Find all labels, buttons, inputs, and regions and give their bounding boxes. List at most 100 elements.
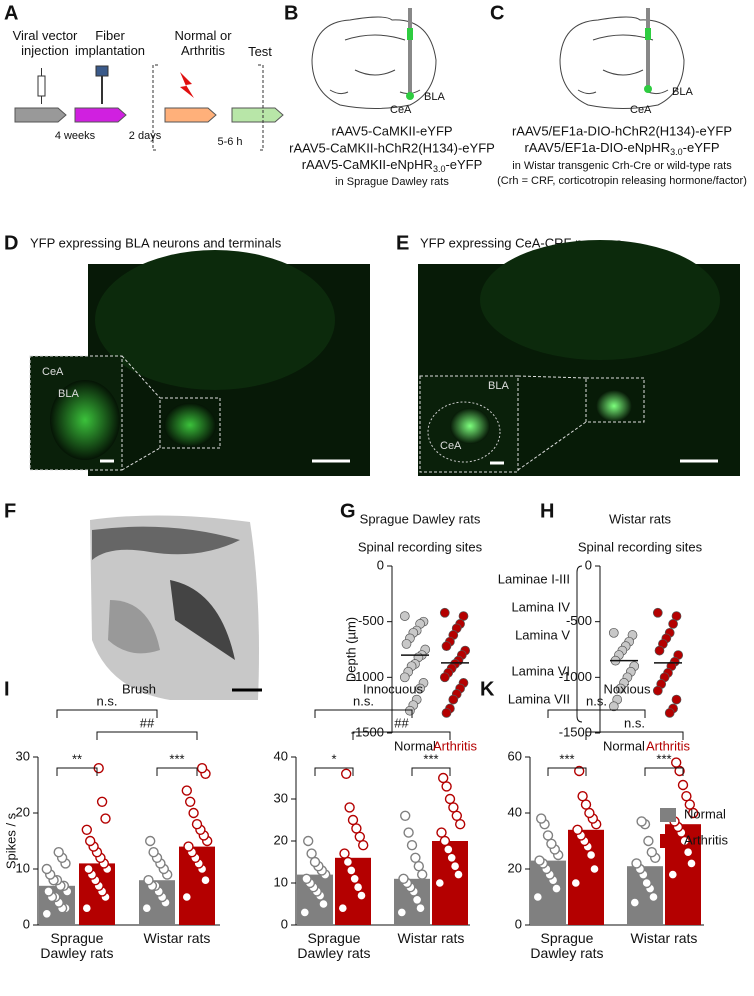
data-point bbox=[671, 757, 682, 768]
lamina-label: Lamina IV bbox=[511, 599, 570, 614]
region-label: CeA bbox=[42, 366, 64, 378]
chart-subtitle: Spinal recording sites bbox=[358, 539, 483, 554]
y-tick-label: 30 bbox=[16, 748, 30, 763]
brain-schematic bbox=[559, 8, 685, 109]
brain-schematic bbox=[311, 8, 437, 109]
y-tick-label: 40 bbox=[508, 804, 522, 819]
data-point bbox=[349, 873, 360, 884]
region-label: CeA bbox=[630, 104, 652, 116]
inset bbox=[50, 380, 120, 460]
data-point bbox=[585, 849, 597, 861]
data-point bbox=[636, 816, 647, 827]
lamina-bracket bbox=[576, 565, 583, 723]
significance-label: *** bbox=[656, 751, 671, 766]
data-point bbox=[411, 894, 423, 905]
data-point bbox=[441, 708, 452, 718]
data-point bbox=[399, 611, 410, 621]
data-point bbox=[148, 847, 159, 858]
data-point bbox=[181, 891, 193, 903]
zoom-box bbox=[585, 377, 645, 423]
chart-title: Sprague Dawley rats bbox=[360, 511, 481, 526]
data-point bbox=[643, 835, 654, 847]
data-point bbox=[668, 619, 678, 629]
data-point bbox=[413, 861, 424, 872]
construct: rAAV5-CaMKII-hChR2(H134)-eYFP bbox=[289, 140, 495, 155]
significance-bracket bbox=[156, 767, 198, 776]
step-label: Normal or Arthritis bbox=[174, 28, 232, 58]
legend-swatch bbox=[660, 834, 676, 848]
significance-bracket bbox=[314, 767, 354, 776]
significance-label: n.s. bbox=[586, 693, 607, 708]
construct: rAAV5-CaMKII-eYFP bbox=[331, 123, 452, 138]
x-group-label: Sprague Dawley rats bbox=[40, 930, 114, 961]
data-point bbox=[438, 772, 449, 784]
data-point bbox=[551, 883, 562, 894]
data-point bbox=[449, 861, 461, 872]
data-point bbox=[303, 835, 314, 847]
data-point bbox=[570, 877, 581, 889]
region-label: BLA bbox=[672, 86, 693, 98]
data-point bbox=[615, 683, 626, 694]
data-point bbox=[415, 903, 426, 914]
significance-label: n.s. bbox=[624, 715, 645, 730]
y-tick-label: 0 bbox=[377, 557, 384, 572]
chart-subtitle: Spinal recording sites bbox=[578, 539, 703, 554]
data-point bbox=[584, 807, 595, 819]
data-point bbox=[41, 908, 52, 919]
data-point bbox=[677, 779, 689, 791]
chart-title: Innocuous bbox=[363, 681, 423, 696]
data-point bbox=[143, 875, 154, 886]
significance-label: ## bbox=[394, 715, 409, 730]
region-label: BLA bbox=[58, 388, 79, 400]
lamina-label: Laminae I-III bbox=[498, 571, 570, 586]
y-tick-label: -1500 bbox=[559, 724, 592, 739]
significance-bracket bbox=[352, 731, 451, 740]
data-point bbox=[439, 835, 451, 847]
subscript: 3.0 bbox=[670, 147, 683, 157]
data-point bbox=[451, 810, 462, 821]
data-point bbox=[664, 708, 675, 718]
data-point bbox=[41, 863, 52, 875]
panel-letter: H bbox=[540, 500, 554, 522]
significance-label: ** bbox=[72, 751, 82, 766]
significance-bracket bbox=[644, 767, 684, 776]
data-point bbox=[608, 701, 619, 712]
y-tick-label: -500 bbox=[358, 613, 384, 628]
data-point bbox=[191, 819, 203, 830]
y-tick-label: 10 bbox=[16, 860, 30, 875]
data-point bbox=[344, 802, 355, 813]
data-point bbox=[410, 852, 421, 863]
micrograph bbox=[90, 515, 259, 700]
significance-bracket bbox=[96, 731, 198, 740]
data-point bbox=[580, 799, 592, 810]
data-point bbox=[439, 607, 450, 618]
data-point bbox=[299, 907, 310, 918]
significance-bracket bbox=[411, 767, 451, 776]
data-point bbox=[196, 763, 208, 774]
panel-letter: E bbox=[396, 232, 409, 254]
significance-label: * bbox=[331, 751, 336, 766]
data-point bbox=[534, 855, 545, 866]
region-label: CeA bbox=[440, 440, 462, 452]
note: in Wistar transgenic Crh-Cre or wild-typ… bbox=[512, 160, 732, 172]
data-point bbox=[448, 802, 459, 813]
data-point bbox=[455, 819, 466, 830]
data-point bbox=[444, 793, 456, 805]
data-point bbox=[100, 813, 111, 824]
lamina-label: Lamina V bbox=[515, 627, 570, 642]
x-tick-label: Normal bbox=[603, 738, 645, 753]
data-point bbox=[406, 840, 418, 851]
y-tick-label: 20 bbox=[274, 832, 288, 847]
data-point bbox=[682, 847, 694, 858]
panel-letter: B bbox=[284, 2, 298, 24]
data-point bbox=[436, 827, 447, 838]
region-label: CeA bbox=[390, 104, 412, 116]
data-point bbox=[352, 882, 364, 893]
y-axis-label: Depth (µm) bbox=[343, 617, 358, 682]
construct-part: rAAV5/EF1a-DIO-eNpHR bbox=[524, 140, 670, 155]
x-tick-label: Arthritis bbox=[433, 738, 478, 753]
x-group-label: Wistar rats bbox=[397, 930, 465, 946]
data-point bbox=[200, 875, 211, 886]
